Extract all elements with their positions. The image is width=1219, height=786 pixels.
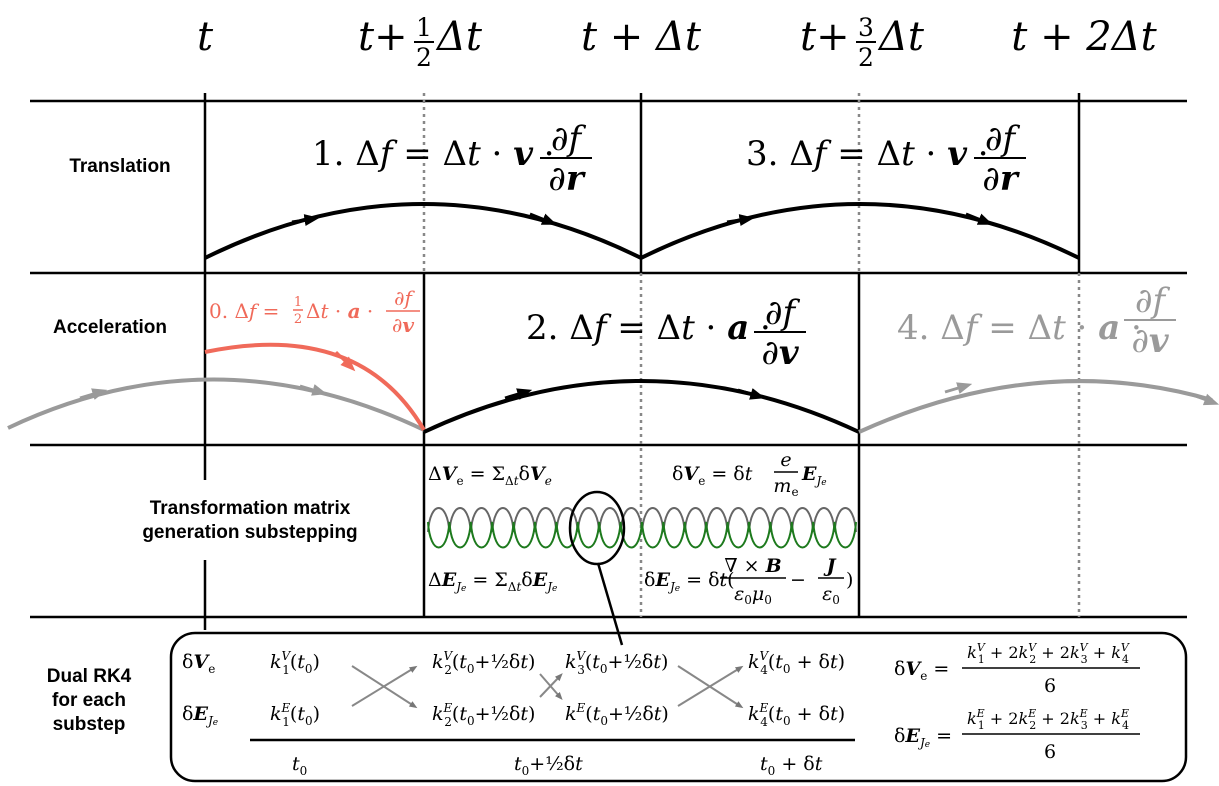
svg-text:δVe = δt: δVe = δt — [672, 463, 753, 488]
svg-text:6: 6 — [1044, 741, 1056, 763]
svg-text:3: 3 — [858, 13, 874, 42]
equation-step1: 1. Δf = Δt · v · ∂f ∂r — [312, 119, 592, 199]
svg-text:1: 1 — [294, 295, 302, 310]
equation-step4: 4. Δf = Δt · a · ∂f ∂v — [897, 281, 1176, 361]
rk4-row-e: δEJe — [182, 703, 218, 728]
svg-text:Δt: Δt — [877, 14, 925, 60]
rk4-t-end: t0 + δt — [760, 753, 823, 778]
svg-text:∂v: ∂v — [1131, 321, 1170, 361]
svg-text:2. Δf = Δt · a ·: 2. Δf = Δt · a · — [526, 308, 771, 348]
svg-text:6: 6 — [1044, 675, 1056, 697]
equation-dEJ-def: δEJe = δt( ∇ × B ε0μ0 − J ε0 ) — [644, 555, 853, 607]
rk4-k2e: kE 2(t0+½δt) — [432, 701, 535, 729]
svg-text:1. Δf = Δt · v ·: 1. Δf = Δt · v · — [312, 134, 555, 174]
rk4-content: δVe δEJe kV 1(t0) kE 1(t0) kV 2(t0+½δt) kE 2… — [182, 641, 1140, 778]
equation-step2: 2. Δf = Δt · a · ∂f ∂v — [526, 293, 806, 373]
row-label-rk4-line3: substep — [14, 713, 164, 737]
svg-text:ε0μ0: ε0μ0 — [734, 583, 772, 607]
acceleration-arc-prev — [8, 379, 424, 430]
svg-text:Δt: Δt — [435, 14, 483, 60]
rk4-k1e: kE 1(t0) — [270, 701, 320, 729]
row-label-acceleration: Acceleration — [30, 316, 190, 340]
svg-text:∂r: ∂r — [982, 159, 1020, 199]
svg-text:2: 2 — [416, 43, 432, 72]
svg-text:∇ × B: ∇ × B — [724, 555, 781, 577]
time-label-t-half: t+ 1 2 Δt — [358, 13, 483, 72]
rk4-arrows — [352, 666, 740, 706]
rk4-t-start: t0 — [292, 753, 307, 778]
svg-text:3. Δf = Δt · v ·: 3. Δf = Δt · v · — [746, 134, 989, 174]
svg-text:∂f: ∂f — [1135, 281, 1171, 321]
row-label-translation: Translation — [40, 155, 200, 179]
svg-text:∂f: ∂f — [551, 119, 587, 159]
row-label-rk4-line1: Dual RK4 — [14, 665, 164, 689]
svg-text:∂r: ∂r — [548, 159, 586, 199]
svg-text:4. Δf = Δt · a ·: 4. Δf = Δt · a · — [897, 308, 1142, 348]
rk4-final-e-num: kE 1 + 2kE 2 + 2kE 3 + kE 4 — [967, 707, 1129, 732]
rk4-row-v: δVe — [182, 651, 215, 676]
svg-text:1: 1 — [416, 13, 432, 42]
time-label-t-plus-dt: t + Δt — [581, 14, 702, 60]
svg-text:): ) — [846, 569, 853, 591]
svg-text:ΔEJe = ΣΔtδEJe: ΔEJe = ΣΔtδEJe — [428, 569, 557, 594]
equation-dEJ-sum: ΔEJe = ΣΔtδEJe — [428, 569, 557, 594]
rk4-k3e: kE(t0+½δt) — [565, 701, 669, 728]
rk4-t-mid: t0+½δt — [514, 753, 583, 778]
time-label-t-three-half: t+ 3 2 Δt — [800, 13, 925, 72]
svg-text:2: 2 — [294, 312, 302, 327]
svg-text:me: me — [773, 475, 798, 499]
rk4-k2v: kV 2(t0+½δt) — [432, 649, 535, 677]
svg-text:ΔVe = ΣΔtδVe: ΔVe = ΣΔtδVe — [428, 463, 552, 488]
rk4-k4e: kE 4(t0 + δt) — [748, 701, 845, 729]
row-label-rk4-line2: for each — [14, 689, 164, 713]
time-label-t-plus-2dt: t + 2Δt — [1011, 14, 1157, 60]
row-label-matrix: Transformation matrix generation substep… — [100, 497, 400, 545]
rk4-final-v-num: kV 1 + 2kV 2 + 2kV 3 + kV 4 — [967, 641, 1130, 666]
equation-dVe-sum: ΔVe = ΣΔtδVe — [428, 463, 552, 488]
time-label-t: t — [197, 14, 214, 60]
svg-text:δEJe = δt(: δEJe = δt( — [644, 569, 735, 594]
svg-text:0. Δf =: 0. Δf = — [209, 299, 279, 323]
rk4-final-v-lhs: δVe = — [894, 658, 949, 683]
time-axis-labels: t t+ 1 2 Δt t + Δt t+ 3 2 Δt t + 2Δt — [197, 13, 1158, 72]
svg-text:t+: t+ — [358, 14, 408, 60]
acceleration-arc-4 — [859, 381, 1212, 432]
svg-text:Δt · a ·: Δt · a · — [306, 299, 373, 323]
equation-dVe-def: δVe = δt e me EJe — [672, 449, 827, 499]
row-label-matrix-line1: Transformation matrix — [100, 497, 400, 521]
rk4-k4v: kV 4(t0 + δt) — [748, 649, 845, 677]
acceleration-arcs — [8, 345, 1212, 432]
svg-text:∂v: ∂v — [761, 333, 800, 373]
svg-text:EJe: EJe — [801, 463, 827, 488]
svg-text:∂f: ∂f — [985, 119, 1021, 159]
svg-text:J: J — [824, 555, 838, 577]
svg-text:∂f: ∂f — [765, 293, 801, 333]
rk4-k1v: kV 1(t0) — [270, 649, 320, 677]
rk4-k3v: kV 3(t0+½δt) — [565, 649, 668, 677]
svg-text:−: − — [790, 569, 806, 591]
svg-text:e: e — [780, 449, 791, 471]
svg-text:t+: t+ — [800, 14, 850, 60]
svg-text:ε0: ε0 — [822, 583, 840, 607]
rk4-final-e-lhs: δEJe = — [894, 725, 952, 750]
svg-text:∂v: ∂v — [392, 313, 414, 337]
row-label-rk4: Dual RK4 for each substep — [14, 665, 164, 736]
equation-step0: 0. Δf = 1 2 Δt · a · ∂f ∂v — [209, 286, 420, 337]
row-label-matrix-line2: generation substepping — [100, 521, 400, 545]
equation-step3: 3. Δf = Δt · v · ∂f ∂r — [746, 119, 1026, 199]
svg-text:∂f: ∂f — [394, 286, 415, 310]
svg-text:2: 2 — [858, 43, 874, 72]
